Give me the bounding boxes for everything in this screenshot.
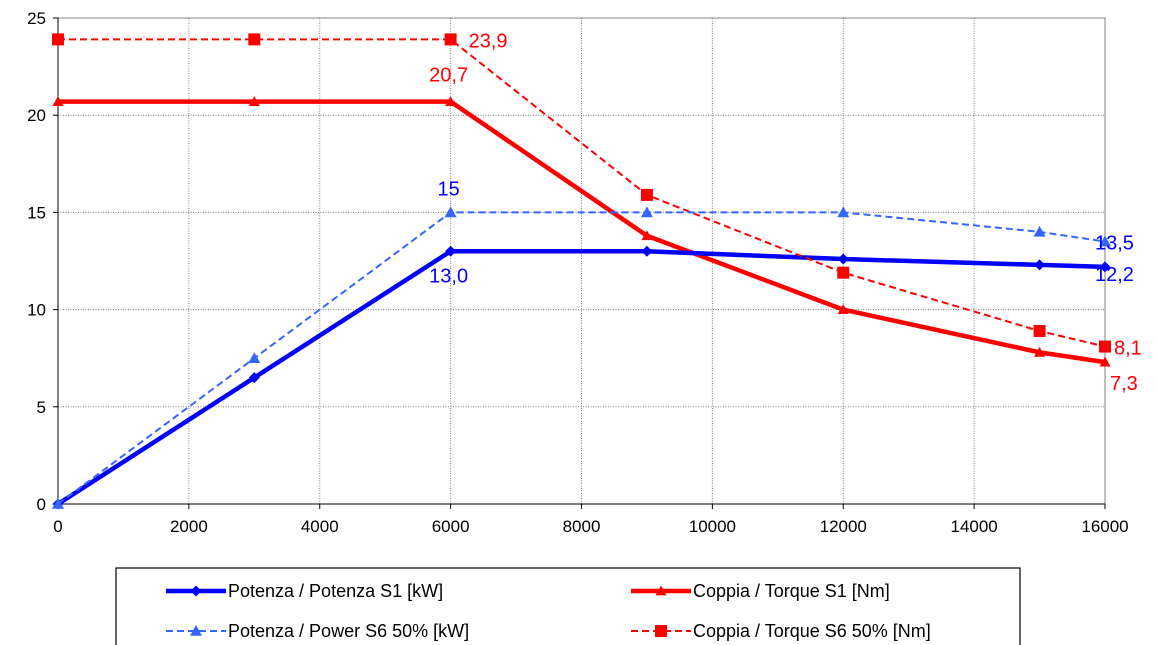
data-point-marker	[837, 266, 850, 279]
series-4	[52, 33, 1111, 353]
legend-entry: Potenza / Potenza S1 [kW]	[166, 581, 443, 601]
data-point-marker	[641, 230, 653, 241]
legend-entry: Coppia / Torque S6 50% [Nm]	[631, 621, 931, 641]
legend-entry: Potenza / Power S6 50% [kW]	[166, 621, 469, 641]
data-point-marker	[248, 33, 261, 46]
series-2	[52, 96, 1111, 367]
legend-label: Coppia / Torque S6 50% [Nm]	[693, 621, 931, 641]
data-point-marker	[837, 206, 850, 218]
data-point-marker	[641, 245, 653, 257]
data-point-marker	[655, 625, 667, 637]
data-point-marker	[640, 188, 653, 201]
series-1	[52, 245, 1111, 510]
data-label: 13,5	[1095, 233, 1134, 255]
data-point-marker	[248, 372, 260, 384]
legend-label: Potenza / Potenza S1 [kW]	[228, 581, 443, 601]
y-tick-label: 20	[27, 106, 46, 125]
data-label: 8,1	[1114, 338, 1142, 360]
data-point-marker	[640, 206, 653, 218]
x-tick-label: 14000	[950, 517, 997, 536]
data-point-marker	[837, 253, 849, 265]
data-label: 7,3	[1110, 373, 1138, 395]
x-tick-label: 10000	[689, 517, 736, 536]
y-tick-label: 25	[27, 9, 46, 28]
data-point-marker	[248, 352, 261, 363]
data-point-marker	[1033, 324, 1046, 337]
annotations: 23,920,7 15 13,0 13,5 12,2 8,1 7,3	[429, 30, 1142, 395]
data-label: 13,0	[429, 265, 468, 287]
data-label: 23,9	[469, 30, 508, 52]
data-label: 15	[438, 178, 460, 200]
data-point-marker	[1034, 259, 1046, 271]
data-point-marker	[190, 585, 202, 597]
data-point-marker	[248, 96, 260, 106]
data-point-marker	[444, 206, 457, 218]
legend-label: Potenza / Power S6 50% [kW]	[228, 621, 469, 641]
data-point-marker	[52, 96, 64, 106]
y-tick-label: 0	[37, 495, 46, 514]
data-point-marker	[1099, 356, 1111, 367]
data-label: 20,7	[429, 65, 468, 87]
series-3	[52, 206, 1111, 509]
x-tick-label: 12000	[820, 517, 867, 536]
x-tick-label: 2000	[170, 517, 208, 536]
legend-entry: Coppia / Torque S1 [Nm]	[631, 581, 890, 601]
data-point-marker	[1099, 235, 1111, 247]
legend-label: Coppia / Torque S1 [Nm]	[693, 581, 890, 601]
data-point-marker	[52, 498, 64, 509]
legend: Potenza / Potenza S1 [kW] Coppia / Torque…	[115, 567, 1021, 645]
data-label: 12,2	[1095, 264, 1134, 286]
y-tick-label: 10	[27, 301, 46, 320]
x-tick-label: 4000	[301, 517, 339, 536]
legend-box	[115, 567, 1021, 645]
x-tick-label: 6000	[432, 517, 470, 536]
data-point-marker	[445, 96, 457, 106]
data-point-marker	[190, 625, 202, 636]
x-tick-label: 0	[53, 517, 62, 536]
data-point-marker	[444, 33, 457, 46]
series-layer	[52, 33, 1111, 510]
data-point-marker	[837, 304, 849, 314]
data-point-marker	[52, 33, 64, 46]
data-point-marker	[1099, 340, 1111, 353]
data-point-marker	[1033, 225, 1046, 237]
y-tick-label: 5	[37, 398, 46, 417]
axes: 0 2000 4000 6000 8000 10000 12000 14000 16000 0 5 1…	[27, 9, 1129, 536]
x-tick-label: 8000	[563, 517, 601, 536]
x-tick-label: 16000	[1081, 517, 1128, 536]
data-point-marker	[1034, 346, 1046, 357]
data-point-marker	[445, 245, 457, 257]
y-tick-label: 15	[27, 203, 46, 222]
data-point-marker	[1099, 261, 1111, 273]
data-point-marker	[655, 585, 667, 596]
